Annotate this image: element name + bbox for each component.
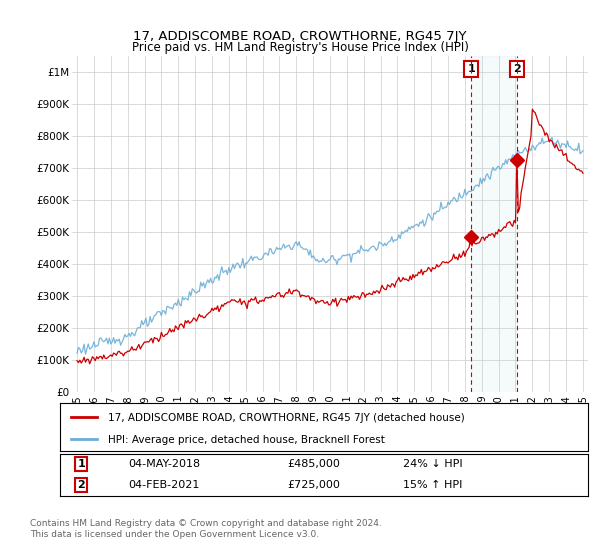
Text: £485,000: £485,000 [287, 459, 340, 469]
Text: 2: 2 [77, 480, 85, 490]
Text: 15% ↑ HPI: 15% ↑ HPI [403, 480, 463, 490]
Text: 2: 2 [513, 64, 521, 74]
Text: 24% ↓ HPI: 24% ↓ HPI [403, 459, 463, 469]
Text: 1: 1 [77, 459, 85, 469]
Text: 17, ADDISCOMBE ROAD, CROWTHORNE, RG45 7JY (detached house): 17, ADDISCOMBE ROAD, CROWTHORNE, RG45 7J… [107, 413, 464, 423]
Text: Contains HM Land Registry data © Crown copyright and database right 2024.
This d: Contains HM Land Registry data © Crown c… [30, 520, 382, 539]
Text: £725,000: £725,000 [287, 480, 340, 490]
Text: 1: 1 [467, 64, 475, 74]
Text: HPI: Average price, detached house, Bracknell Forest: HPI: Average price, detached house, Brac… [107, 435, 385, 445]
Text: Price paid vs. HM Land Registry's House Price Index (HPI): Price paid vs. HM Land Registry's House … [131, 41, 469, 54]
Text: 04-FEB-2021: 04-FEB-2021 [128, 480, 200, 490]
Text: 17, ADDISCOMBE ROAD, CROWTHORNE, RG45 7JY: 17, ADDISCOMBE ROAD, CROWTHORNE, RG45 7J… [133, 30, 467, 43]
Bar [471, 56, 517, 392]
Text: 04-MAY-2018: 04-MAY-2018 [128, 459, 201, 469]
